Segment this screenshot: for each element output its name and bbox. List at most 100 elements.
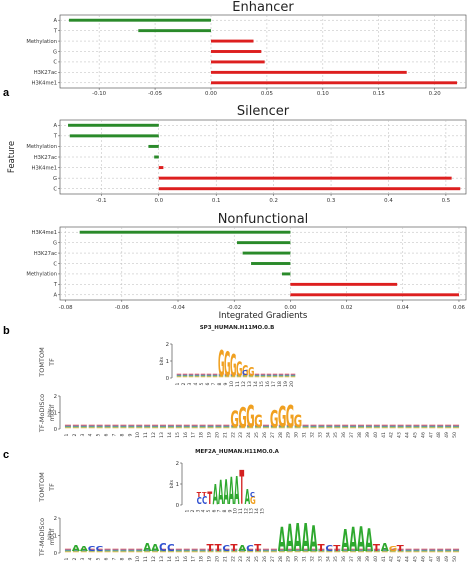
logo-letter: T (239, 461, 244, 516)
logo-baseline-stack (136, 425, 143, 427)
logo-baseline-stack (96, 427, 103, 429)
position-label: 30 (294, 432, 300, 438)
logo-baseline-stack (96, 548, 103, 550)
logo-baseline-stack (310, 424, 317, 426)
logo-baseline-stack (64, 425, 71, 427)
logo-baseline-stack (194, 374, 200, 376)
bar (158, 176, 452, 180)
logo-baseline-stack (159, 424, 167, 426)
logo-baseline-stack (88, 549, 95, 551)
x-tick-label: -0.05 (148, 91, 162, 97)
position-label: 15 (259, 381, 265, 387)
y-tick-label: H3K27ac (34, 70, 57, 76)
logo-letter: G (254, 413, 263, 432)
position-label: 49 (444, 556, 450, 562)
logo-baseline-stack (242, 373, 248, 375)
logo-baseline-stack (223, 424, 230, 426)
logo-baseline-stack (136, 548, 143, 550)
logo-baseline-stack (437, 549, 444, 551)
y-tick-label: G (53, 240, 57, 246)
logo-letter: A (302, 516, 310, 561)
logo-letter: T (317, 543, 324, 554)
logo-baseline-stack (350, 550, 357, 552)
logo-baseline-stack (437, 551, 444, 553)
logo-baseline-stack (230, 375, 236, 377)
position-label: 3 (195, 509, 201, 512)
logo-baseline-stack (215, 550, 222, 552)
position-label: 38 (357, 556, 363, 562)
logo-baseline-stack (278, 373, 284, 375)
logo-baseline-stack (159, 549, 167, 551)
bar (281, 272, 291, 276)
logo-baseline-stack (183, 550, 190, 552)
logo-letter: T (202, 492, 207, 498)
logo-baseline-stack (247, 427, 254, 429)
position-label: 47 (428, 556, 434, 562)
logo-baseline-stack (224, 374, 230, 376)
logo-baseline-stack (194, 373, 200, 375)
position-label: 2 (190, 509, 196, 512)
logo-baseline-stack (224, 373, 230, 375)
logo-baseline-stack (318, 551, 325, 553)
logo-letter: T (373, 543, 380, 554)
logo-baseline-stack (260, 374, 266, 376)
logo-baseline-stack (144, 427, 151, 429)
logo-baseline-stack (262, 424, 269, 426)
logo-letter: C (197, 495, 202, 506)
position-label: 3 (80, 557, 86, 560)
logo-baseline-stack (80, 427, 87, 429)
x-tick-label: -0.06 (115, 305, 130, 311)
logo-baseline-stack (231, 427, 238, 429)
logo-baseline-stack (88, 548, 95, 550)
logo-baseline-stack (310, 427, 317, 429)
position-label: 12 (243, 508, 249, 514)
position-label: 30 (294, 556, 300, 562)
logo-baseline-stack (302, 425, 309, 427)
logo-letter: T (230, 543, 237, 554)
y-tick-label: H3K4me1 (32, 165, 57, 171)
row-label: TOMTOM (38, 472, 46, 502)
logo-baseline-stack (128, 549, 135, 551)
logo-baseline-stack (373, 426, 380, 428)
logo-baseline-stack (136, 424, 143, 426)
panel-c-label: c (3, 449, 9, 461)
logo-baseline-stack (310, 551, 317, 553)
logo-baseline-stack (294, 549, 301, 551)
y-tick-label: Methylation (26, 144, 57, 150)
logo-baseline-stack (381, 551, 388, 553)
logo-baseline-stack (236, 376, 242, 378)
logo-baseline-stack (453, 550, 460, 552)
logo-baseline-stack (104, 550, 111, 552)
position-label: 19 (207, 556, 213, 562)
bar (242, 251, 291, 255)
logo-baseline-stack (381, 425, 388, 427)
logo-baseline-stack (255, 426, 262, 428)
logo-baseline-stack (120, 426, 127, 428)
logo-baseline-stack (318, 550, 325, 552)
logo-baseline-stack (144, 425, 151, 427)
logo-baseline-stack (429, 426, 436, 428)
x-tick-label: 0.06 (453, 305, 466, 311)
position-label: 2 (72, 557, 78, 560)
logo-baseline-stack (80, 548, 87, 550)
logo-baseline-stack (64, 424, 71, 426)
logo-baseline-stack (183, 425, 190, 427)
logo-letter: G (250, 494, 256, 507)
logo-baseline-stack (365, 424, 372, 426)
position-label: 19 (283, 381, 289, 387)
logo-baseline-stack (381, 427, 388, 429)
y-tick-label: C (53, 187, 57, 193)
logo-baseline-stack (200, 374, 206, 376)
logo-baseline-stack (175, 427, 182, 429)
logo-baseline-stack (152, 549, 159, 551)
logo-letter: C (325, 544, 333, 554)
logo-baseline-stack (212, 375, 218, 377)
logo-letter: C (159, 541, 167, 554)
logo-baseline-stack (248, 374, 254, 376)
logo-baseline-stack (239, 550, 246, 552)
logo-baseline-stack (350, 549, 357, 551)
logo-baseline-stack (247, 551, 254, 553)
logo-baseline-stack (231, 426, 238, 428)
position-label: 34 (325, 556, 331, 562)
y-tick-label: T (53, 28, 58, 34)
